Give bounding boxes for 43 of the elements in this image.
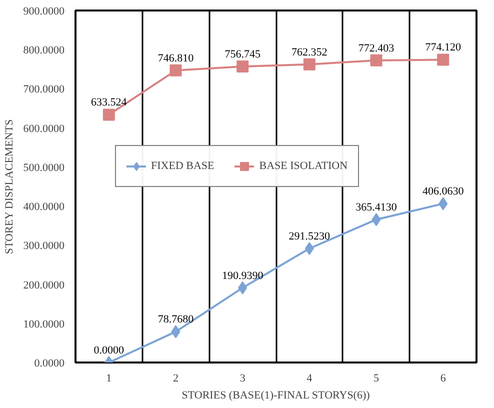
x-tick-label: 3 — [240, 372, 246, 384]
data-label: 190.9390 — [222, 270, 264, 282]
x-tick-label: 6 — [440, 372, 446, 384]
point — [238, 281, 248, 294]
point — [304, 242, 314, 255]
x-axis-title: STORIES (BASE(1)-FINAL STORYS(6)) — [182, 390, 370, 402]
x-tick-label: 1 — [106, 372, 112, 384]
data-label: 746.810 — [158, 52, 194, 64]
point — [370, 54, 382, 66]
y-tick-label: 400.0000 — [23, 201, 65, 214]
data-label: 406.0630 — [422, 186, 464, 198]
data-label: 774.120 — [425, 42, 462, 54]
point — [303, 58, 316, 70]
y-tick-label: 500.0000 — [23, 162, 65, 174]
data-label: 291.5230 — [288, 230, 331, 242]
data-label: 756.745 — [224, 48, 261, 61]
y-tick-label: 600.0000 — [23, 122, 65, 135]
point — [102, 108, 115, 121]
point — [170, 64, 182, 76]
y-tick-label: 200.0000 — [23, 279, 65, 292]
point — [438, 197, 448, 210]
legend-label: FIXED BASE — [151, 160, 214, 172]
y-tick-label: 100.0000 — [23, 318, 65, 330]
data-label: 772.403 — [358, 42, 395, 54]
data-label: 365.4130 — [356, 202, 398, 214]
data-label: 633.524 — [91, 96, 128, 109]
x-tick-label: 5 — [374, 372, 380, 384]
point — [171, 325, 180, 338]
y-tick-label: 800.0000 — [23, 44, 65, 57]
data-label: 0.0000 — [94, 344, 125, 356]
x-tick-label: 4 — [306, 372, 313, 384]
y-axis-title: STOREY DISPLACEMENTS — [3, 119, 16, 254]
y-tick-label: 0.0000 — [34, 358, 65, 370]
data-label: 762.352 — [292, 46, 328, 58]
point — [236, 60, 249, 73]
y-tick-label: 900.0000 — [23, 6, 65, 18]
legend-label: BASE ISOLATION — [259, 160, 348, 172]
data-label: 78.7680 — [158, 314, 194, 326]
point — [372, 213, 381, 226]
y-tick-label: 300.0000 — [23, 240, 65, 252]
x-tick-label: 2 — [173, 372, 178, 384]
point — [437, 54, 450, 66]
y-tick-label: 700.0000 — [23, 84, 65, 96]
